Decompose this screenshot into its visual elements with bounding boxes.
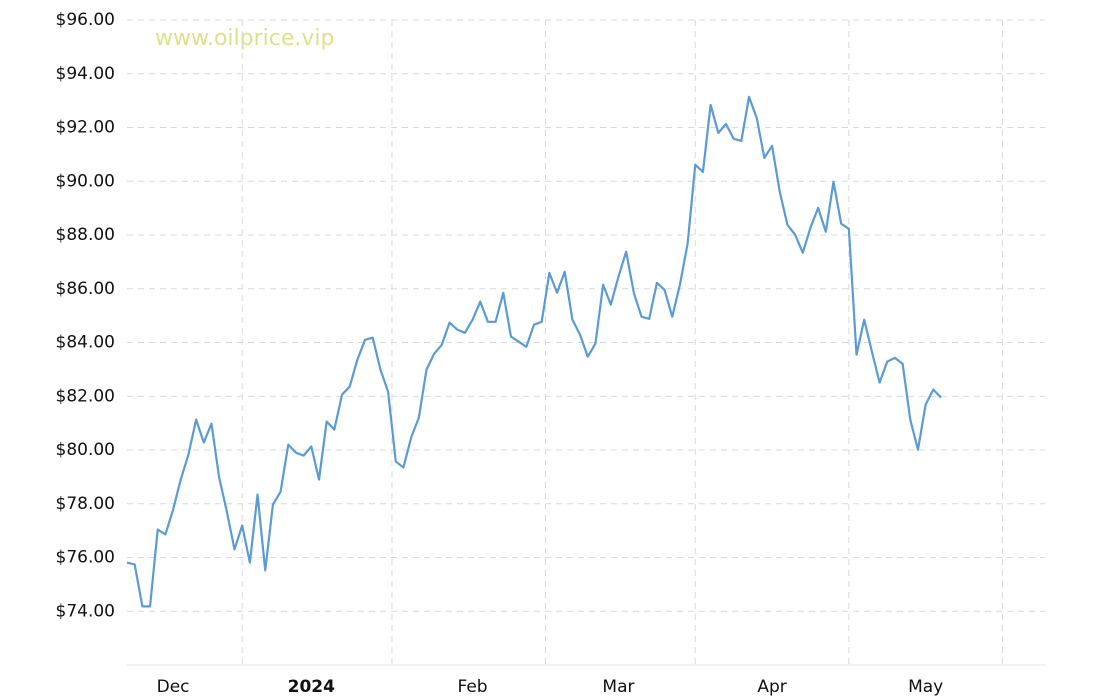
y-tick-label: $76.00	[56, 548, 115, 568]
y-tick-label: $94.00	[56, 64, 115, 84]
y-tick-label: $90.00	[56, 171, 115, 191]
y-tick-label: $74.00	[56, 601, 115, 621]
y-tick-label: $92.00	[56, 118, 115, 138]
y-tick-label: $84.00	[56, 333, 115, 353]
x-tick-label: Dec	[157, 677, 190, 697]
y-tick-label: $86.00	[56, 279, 115, 299]
y-tick-label: $80.00	[56, 440, 115, 460]
y-tick-label: $78.00	[56, 494, 115, 514]
x-tick-label: Feb	[458, 677, 488, 697]
y-tick-label: $96.00	[56, 10, 115, 30]
x-tick-label: 2024	[288, 677, 335, 697]
x-tick-label: Apr	[757, 677, 786, 697]
x-tick-label: May	[908, 677, 943, 697]
y-tick-label: $88.00	[56, 225, 115, 245]
watermark: www.oilprice.vip	[155, 26, 334, 51]
price-line	[126, 95, 942, 608]
x-tick-label: Mar	[602, 677, 634, 697]
y-tick-label: $82.00	[56, 386, 115, 406]
